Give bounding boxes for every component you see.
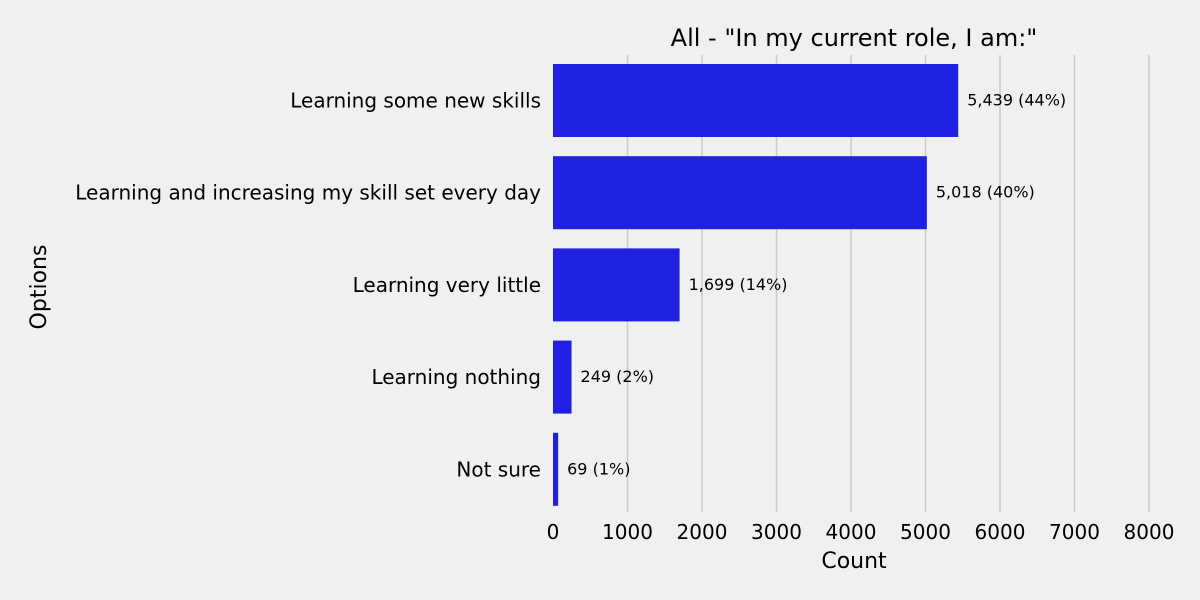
data-label: 5,439 (44%) <box>967 91 1066 110</box>
data-label: 249 (2%) <box>581 367 655 386</box>
category-label: Learning very little <box>353 273 541 297</box>
category-label: Learning and increasing my skill set eve… <box>75 181 541 205</box>
x-tick-labels: 0 1000 2000 3000 4000 5000 6000 7000 8000 <box>547 520 1175 544</box>
bar <box>553 156 927 230</box>
bars <box>553 64 959 506</box>
x-tick-label: 7000 <box>1049 520 1100 544</box>
bar <box>553 340 572 414</box>
x-tick-label: 4000 <box>826 520 877 544</box>
data-label: 5,018 (40%) <box>936 183 1035 202</box>
category-label: Not sure <box>456 457 541 481</box>
category-labels: Learning some new skills Learning and inc… <box>75 89 541 482</box>
category-label: Learning nothing <box>371 365 541 389</box>
x-axis-label: Count <box>821 549 887 574</box>
data-label: 69 (1%) <box>567 459 630 478</box>
x-tick-label: 2000 <box>677 520 728 544</box>
chart-title: All - "In my current role, I am:" <box>671 24 1038 52</box>
x-tick-label: 1000 <box>602 520 653 544</box>
category-label: Learning some new skills <box>290 89 541 113</box>
bar <box>553 432 559 506</box>
bar <box>553 248 680 322</box>
x-tick-label: 8000 <box>1124 520 1175 544</box>
y-axis-label: Options <box>27 245 52 330</box>
x-tick-label: 6000 <box>975 520 1026 544</box>
x-tick-label: 0 <box>547 520 560 544</box>
x-tick-label: 3000 <box>751 520 802 544</box>
data-labels: 5,439 (44%) 5,018 (40%) 1,699 (14%) 249 (2%… <box>567 91 1066 479</box>
bar <box>553 64 959 137</box>
x-tick-label: 5000 <box>900 520 951 544</box>
data-label: 1,699 (14%) <box>689 275 788 294</box>
